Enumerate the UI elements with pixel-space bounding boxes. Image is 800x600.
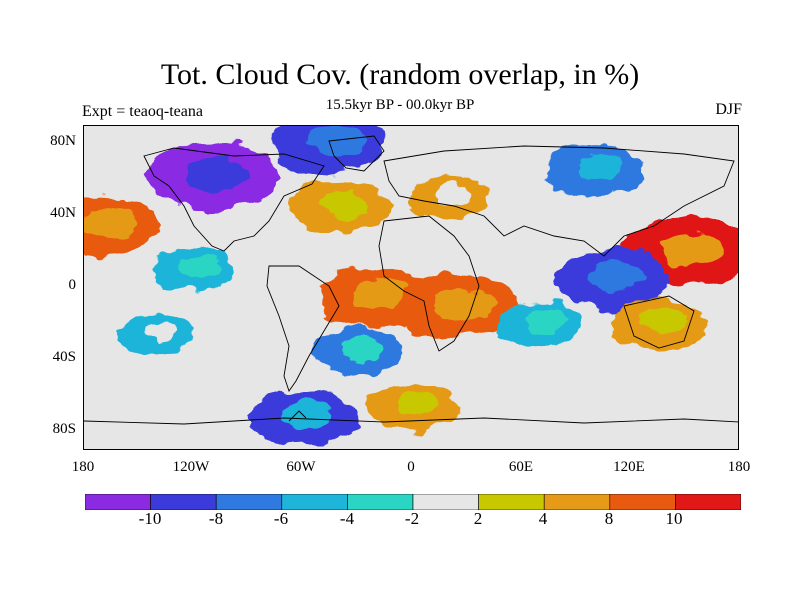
plot-title: Tot. Cloud Cov. (random overlap, in %) <box>160 58 640 91</box>
coastline-south-america <box>266 265 340 392</box>
heatmap-subregion-australia <box>640 308 688 335</box>
heatmap-subregion-siberia <box>576 155 625 182</box>
coastline-antarctica <box>84 417 738 425</box>
coastline-africa <box>378 215 480 352</box>
heatmap-subregion-south-atlantic <box>341 336 386 361</box>
x-tick-label: 0 <box>407 459 415 475</box>
coastline-antarctica-peninsula <box>288 410 307 422</box>
map-plot-area <box>83 125 739 450</box>
colorbar-label: 4 <box>538 509 548 528</box>
colorbar-swatch <box>347 494 414 510</box>
y-tick-label: 0 <box>68 277 77 293</box>
y-tick-label: 40N <box>50 205 76 221</box>
heatmap-subregion-south-pacific <box>144 320 181 341</box>
colorbar-label: -6 <box>273 509 289 528</box>
x-tick-label: 180 <box>71 459 95 475</box>
colorbar-label: 10 <box>665 509 683 528</box>
heatmap-subregion-antarctic-coast <box>282 401 335 430</box>
colorbar-swatch <box>478 494 545 510</box>
heatmap-subregion-southern-ocean-band <box>396 390 440 415</box>
colorbar-swatch <box>85 494 151 510</box>
colorbar-label: -10 <box>138 509 162 528</box>
y-tick-label: 80S <box>52 421 76 437</box>
heatmap-subregion-north-pacific <box>84 207 137 238</box>
colorbar-label: 2 <box>473 509 483 528</box>
colorbar-swatch <box>215 494 283 510</box>
y-tick-label: 80N <box>50 133 76 149</box>
colorbar-swatch <box>543 494 611 510</box>
plot-subtitle: 15.5kyr BP - 00.0kyr BP <box>325 97 475 113</box>
coastline-north-america <box>143 147 325 252</box>
season-label: DJF <box>715 101 742 118</box>
experiment-label: Expt = teaoq-teana <box>82 103 203 120</box>
heatmap-subregion-central-africa <box>433 287 494 320</box>
colorbar-label: -4 <box>339 509 355 528</box>
coastline-eurasia <box>383 145 735 257</box>
x-tick-label: 180 <box>727 459 751 475</box>
heatmap-subregion-east-pacific-itcz <box>179 256 220 279</box>
heatmap-subregion-indian-ocean-south <box>525 310 566 333</box>
heatmap-subregion-west-pacific-warm <box>659 232 724 267</box>
coastline-greenland <box>328 135 385 172</box>
heatmap-subregion-indonesia <box>590 261 647 292</box>
colorbar-swatch <box>281 494 348 510</box>
colorbar-swatch <box>412 494 479 510</box>
colorbar-label: -2 <box>404 509 420 528</box>
heatmap-subregion-greenland-arctic <box>308 126 364 157</box>
cloud-cover-heatmap <box>84 126 738 449</box>
heatmap-subregion-north-america-high-lat <box>185 156 250 191</box>
colorbar-swatch <box>675 494 741 510</box>
x-tick-label: 60W <box>286 459 316 475</box>
heatmap-subregion-europe <box>434 184 475 207</box>
x-tick-label: 60E <box>508 459 534 475</box>
x-tick-label: 120W <box>172 459 210 475</box>
colorbar-label: 8 <box>604 509 614 528</box>
y-tick-label: 40S <box>52 349 76 365</box>
colorbar-swatch <box>150 494 217 510</box>
coastline-australia <box>623 295 695 349</box>
heatmap-subregion-north-atlantic <box>321 191 370 218</box>
heatmap-subregion-tropical-atlantic <box>353 279 410 310</box>
colorbar <box>85 494 741 510</box>
x-tick-label: 120E <box>613 459 645 475</box>
colorbar-swatch <box>609 494 676 510</box>
colorbar-label: -8 <box>208 509 224 528</box>
